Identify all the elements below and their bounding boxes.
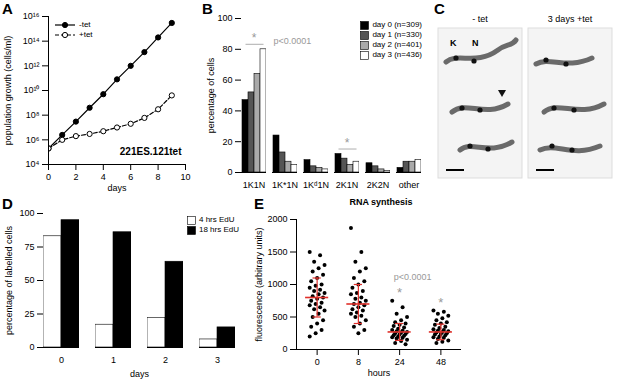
html-text:C: C — [434, 0, 445, 17]
svg-text:1K*1N: 1K*1N — [272, 180, 298, 190]
svg-text:0: 0 — [227, 167, 232, 177]
svg-text:3: 3 — [215, 355, 220, 365]
svg-text:10¹²: 10¹² — [23, 61, 39, 71]
svg-text:days: days — [107, 183, 127, 193]
svg-text:221ES.121tet: 221ES.121tet — [120, 146, 182, 157]
svg-text:days: days — [130, 369, 150, 379]
svg-text:2K2N: 2K2N — [367, 180, 390, 190]
svg-text:0: 0 — [282, 344, 287, 354]
html-text:+tet: +tet — [79, 30, 93, 39]
svg-text:2K1N: 2K1N — [336, 180, 359, 190]
svg-text:500: 500 — [272, 312, 287, 322]
svg-text:K: K — [450, 38, 457, 48]
svg-text:0: 0 — [59, 355, 64, 365]
html-text:18 hrs EdU: 18 hrs EdU — [199, 225, 239, 234]
svg-text:p<0.0001: p<0.0001 — [274, 36, 312, 46]
svg-text:1K1N: 1K1N — [243, 180, 266, 190]
svg-text:2: 2 — [163, 355, 168, 365]
html-text:D: D — [2, 195, 13, 212]
svg-text:25: 25 — [24, 309, 34, 319]
svg-text:population growth (cells/ml): population growth (cells/ml) — [3, 36, 13, 146]
html-text:-tet: -tet — [79, 20, 91, 29]
svg-text:hours: hours — [368, 368, 391, 378]
svg-text:2000: 2000 — [267, 214, 287, 224]
svg-text:50: 50 — [24, 275, 34, 285]
svg-text:p<0.0001: p<0.0001 — [394, 272, 432, 282]
svg-text:other: other — [399, 180, 420, 190]
svg-text:percentage of cells: percentage of cells — [206, 57, 216, 133]
svg-text:10¹⁶: 10¹⁶ — [23, 11, 40, 21]
svg-text:8: 8 — [156, 172, 161, 182]
svg-text:24: 24 — [395, 357, 405, 367]
svg-text:10⁴: 10⁴ — [26, 159, 40, 169]
svg-text:10: 10 — [180, 172, 190, 182]
svg-text:100: 100 — [217, 13, 232, 23]
svg-text:6: 6 — [128, 172, 133, 182]
svg-text:10⁶: 10⁶ — [26, 135, 40, 145]
svg-text:40: 40 — [222, 106, 232, 116]
html-text:day 2 (n=401): day 2 (n=401) — [372, 40, 422, 49]
svg-text:75: 75 — [24, 242, 34, 252]
html-text:day 0 (n=309): day 0 (n=309) — [372, 20, 422, 29]
svg-text:0: 0 — [29, 342, 34, 352]
svg-text:*: * — [438, 295, 443, 310]
html-text:day 1 (n=330): day 1 (n=330) — [372, 30, 422, 39]
html-text:day 3 (n=436): day 3 (n=436) — [372, 50, 422, 59]
svg-text:3 days +tet: 3 days +tet — [548, 14, 593, 24]
svg-text:1Kᵈ1N: 1Kᵈ1N — [303, 180, 329, 190]
svg-text:20: 20 — [222, 137, 232, 147]
svg-text:1500: 1500 — [267, 247, 287, 257]
svg-text:10⁸: 10⁸ — [26, 110, 40, 120]
svg-text:100: 100 — [19, 208, 34, 218]
svg-text:2: 2 — [73, 172, 78, 182]
svg-text:10¹⁴: 10¹⁴ — [23, 36, 40, 46]
html-text:A: A — [2, 0, 13, 17]
svg-text:10¹⁰: 10¹⁰ — [23, 85, 39, 95]
svg-text:- tet: - tet — [472, 14, 488, 24]
svg-text:0: 0 — [46, 172, 51, 182]
html-text:B: B — [202, 0, 213, 17]
svg-text:*: * — [345, 136, 350, 150]
svg-text:4: 4 — [101, 172, 106, 182]
html-text:RNA synthesis: RNA synthesis — [349, 197, 413, 207]
svg-text:N: N — [472, 38, 479, 48]
html-text:E: E — [254, 195, 264, 212]
html-text:4 hrs EdU: 4 hrs EdU — [199, 215, 235, 224]
svg-text:0: 0 — [315, 357, 320, 367]
svg-text:*: * — [252, 31, 257, 45]
svg-text:48: 48 — [436, 357, 446, 367]
svg-text:*: * — [397, 285, 402, 300]
svg-text:8: 8 — [356, 357, 361, 367]
svg-text:60: 60 — [222, 75, 232, 85]
svg-text:fluorescence (arbitrary units): fluorescence (arbitrary units) — [254, 227, 264, 341]
svg-text:1: 1 — [111, 355, 116, 365]
svg-text:1000: 1000 — [267, 279, 287, 289]
svg-text:percentage of labelled cells: percentage of labelled cells — [4, 225, 14, 335]
svg-text:80: 80 — [222, 44, 232, 54]
